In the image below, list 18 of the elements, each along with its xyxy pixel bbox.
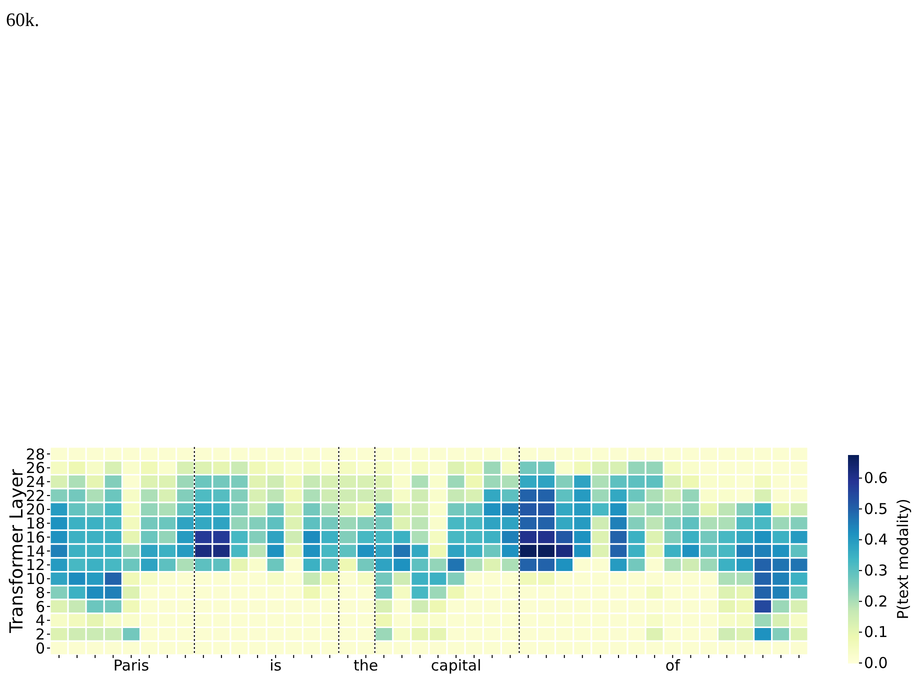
y-tick-label: 24 bbox=[26, 472, 45, 491]
y-tick-label: 0 bbox=[35, 639, 45, 658]
color-bar-label: 0.2 bbox=[864, 592, 888, 610]
x-tick-label: is bbox=[270, 656, 282, 675]
x-tick-label: the bbox=[354, 656, 378, 675]
color-bar-title: P(text modality) bbox=[894, 498, 912, 620]
x-tick-label: capital bbox=[430, 656, 482, 675]
color-bar-label: 0.1 bbox=[864, 623, 888, 642]
y-axis-title: Transformer Layer bbox=[6, 468, 28, 634]
text: 60k. bbox=[6, 10, 40, 32]
color-bar-label: 0.6 bbox=[864, 469, 888, 488]
color-bar-label: 0.5 bbox=[864, 500, 888, 518]
color-bar-label: 0.3 bbox=[864, 562, 888, 580]
x-tick-label: Paris bbox=[113, 656, 150, 675]
color-bar-label: 0.4 bbox=[864, 530, 888, 549]
color-bar-label: 0.0 bbox=[864, 654, 888, 672]
y-tick-label: 16 bbox=[26, 528, 45, 546]
x-tick-label: of bbox=[665, 656, 681, 675]
